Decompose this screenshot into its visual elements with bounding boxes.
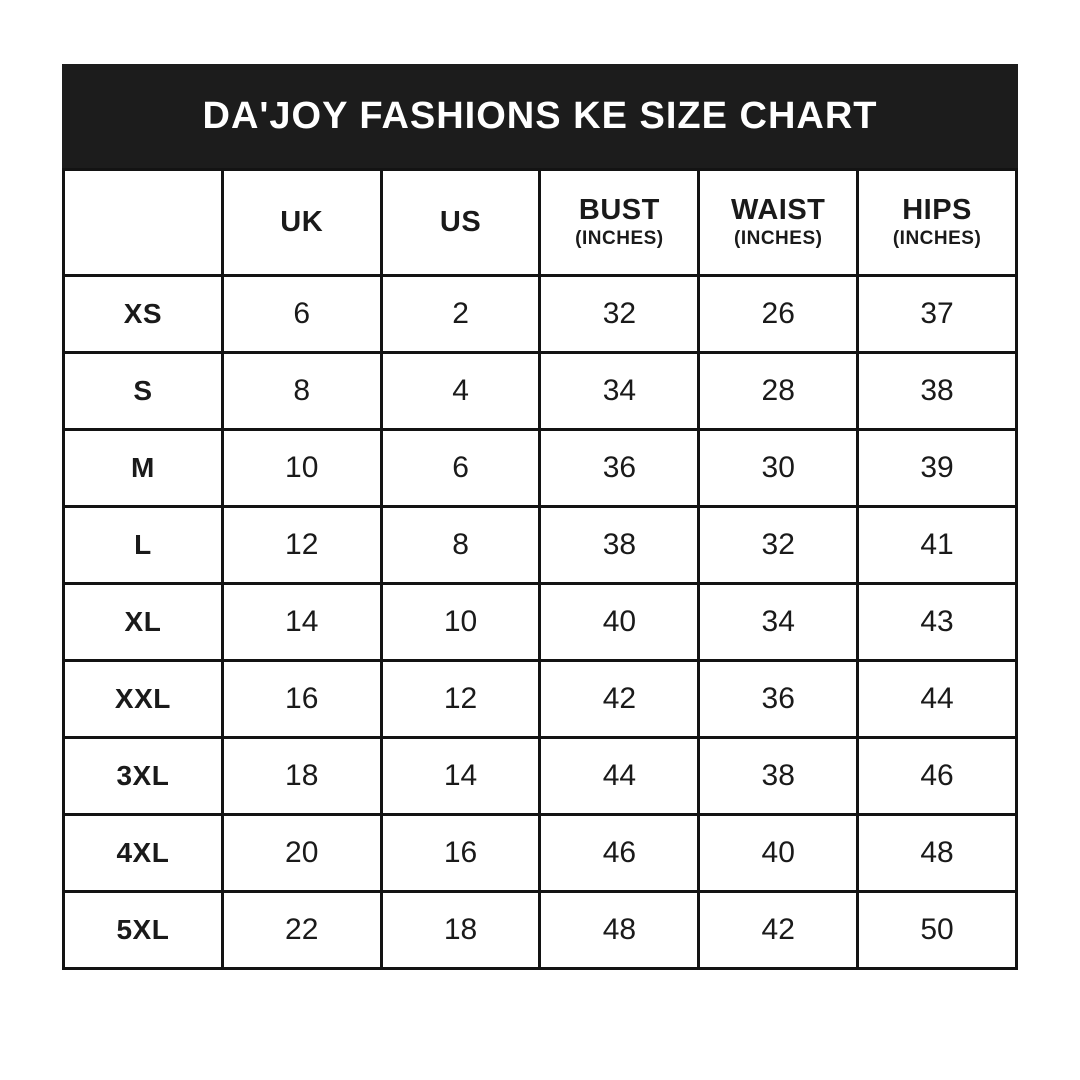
table-header: UK US BUST (INCHES) WAIST (INCHES) HIPS xyxy=(62,168,1018,277)
us-value-cell: 2 xyxy=(379,274,542,354)
column-header-hips-label: HIPS xyxy=(902,193,972,226)
table-row: S 8 4 34 28 38 xyxy=(62,351,1018,431)
hips-value-cell: 38 xyxy=(856,351,1018,431)
waist-value-cell: 32 xyxy=(697,505,860,585)
column-header-waist-label: WAIST xyxy=(731,193,826,226)
us-value-cell: 6 xyxy=(379,428,542,508)
column-header-hips: HIPS (INCHES) xyxy=(856,168,1018,277)
column-header-size xyxy=(62,168,224,277)
bust-value-cell: 42 xyxy=(538,659,701,739)
table-row: XL 14 10 40 34 43 xyxy=(62,582,1018,662)
column-header-bust: BUST (INCHES) xyxy=(538,168,701,277)
uk-value-cell: 14 xyxy=(220,582,383,662)
page-title: DA'JOY FASHIONS KE SIZE CHART xyxy=(202,94,878,137)
column-header-waist: WAIST (INCHES) xyxy=(697,168,860,277)
hips-value-cell: 43 xyxy=(856,582,1018,662)
uk-value-cell: 12 xyxy=(220,505,383,585)
bust-value-cell: 32 xyxy=(538,274,701,354)
size-label-cell: 3XL xyxy=(62,736,224,816)
waist-value-cell: 34 xyxy=(697,582,860,662)
uk-value-cell: 6 xyxy=(220,274,383,354)
hips-value-cell: 39 xyxy=(856,428,1018,508)
bust-value-cell: 38 xyxy=(538,505,701,585)
hips-value-cell: 50 xyxy=(856,890,1018,970)
column-header-bust-unit: (INCHES) xyxy=(575,228,664,250)
table-body: XS 6 2 32 26 37 S 8 4 34 28 38 M 1 xyxy=(62,274,1018,970)
size-chart-banner: DA'JOY FASHIONS KE SIZE CHART xyxy=(62,64,1018,168)
waist-value-cell: 36 xyxy=(697,659,860,739)
uk-value-cell: 18 xyxy=(220,736,383,816)
size-label-cell: S xyxy=(62,351,224,431)
waist-value-cell: 30 xyxy=(697,428,860,508)
bust-value-cell: 34 xyxy=(538,351,701,431)
table-row: XXL 16 12 42 36 44 xyxy=(62,659,1018,739)
column-header-uk-label: UK xyxy=(280,205,324,238)
bust-value-cell: 46 xyxy=(538,813,701,893)
table-row: M 10 6 36 30 39 xyxy=(62,428,1018,508)
table-row: XS 6 2 32 26 37 xyxy=(62,274,1018,354)
waist-value-cell: 26 xyxy=(697,274,860,354)
hips-value-cell: 41 xyxy=(856,505,1018,585)
size-label-cell: XXL xyxy=(62,659,224,739)
size-label-cell: XL xyxy=(62,582,224,662)
us-value-cell: 18 xyxy=(379,890,542,970)
size-label-cell: 4XL xyxy=(62,813,224,893)
hips-value-cell: 44 xyxy=(856,659,1018,739)
hips-value-cell: 46 xyxy=(856,736,1018,816)
us-value-cell: 8 xyxy=(379,505,542,585)
us-value-cell: 14 xyxy=(379,736,542,816)
us-value-cell: 4 xyxy=(379,351,542,431)
size-chart: DA'JOY FASHIONS KE SIZE CHART UK US BUST xyxy=(62,64,1018,970)
waist-value-cell: 42 xyxy=(697,890,860,970)
column-header-uk: UK xyxy=(220,168,383,277)
size-label-cell: XS xyxy=(62,274,224,354)
table-row: L 12 8 38 32 41 xyxy=(62,505,1018,585)
bust-value-cell: 44 xyxy=(538,736,701,816)
column-header-us-label: US xyxy=(439,205,482,238)
table-row: 5XL 22 18 48 42 50 xyxy=(62,890,1018,970)
table-row: 4XL 20 16 46 40 48 xyxy=(62,813,1018,893)
size-label-cell: M xyxy=(62,428,224,508)
uk-value-cell: 8 xyxy=(220,351,383,431)
uk-value-cell: 10 xyxy=(220,428,383,508)
size-label-cell: 5XL xyxy=(62,890,224,970)
bust-value-cell: 40 xyxy=(538,582,701,662)
uk-value-cell: 22 xyxy=(220,890,383,970)
column-header-bust-label: BUST xyxy=(578,193,660,226)
size-label-cell: L xyxy=(62,505,224,585)
table-row: 3XL 18 14 44 38 46 xyxy=(62,736,1018,816)
column-header-us: US xyxy=(379,168,542,277)
column-header-waist-unit: (INCHES) xyxy=(734,228,823,250)
column-header-hips-unit: (INCHES) xyxy=(892,228,982,250)
uk-value-cell: 16 xyxy=(220,659,383,739)
hips-value-cell: 48 xyxy=(856,813,1018,893)
bust-value-cell: 48 xyxy=(538,890,701,970)
us-value-cell: 12 xyxy=(379,659,542,739)
us-value-cell: 16 xyxy=(379,813,542,893)
waist-value-cell: 38 xyxy=(697,736,860,816)
us-value-cell: 10 xyxy=(379,582,542,662)
bust-value-cell: 36 xyxy=(538,428,701,508)
hips-value-cell: 37 xyxy=(856,274,1018,354)
waist-value-cell: 28 xyxy=(697,351,860,431)
waist-value-cell: 40 xyxy=(697,813,860,893)
uk-value-cell: 20 xyxy=(220,813,383,893)
header-row: UK US BUST (INCHES) WAIST (INCHES) HIPS xyxy=(62,168,1018,277)
size-chart-table: UK US BUST (INCHES) WAIST (INCHES) HIPS xyxy=(62,168,1018,970)
